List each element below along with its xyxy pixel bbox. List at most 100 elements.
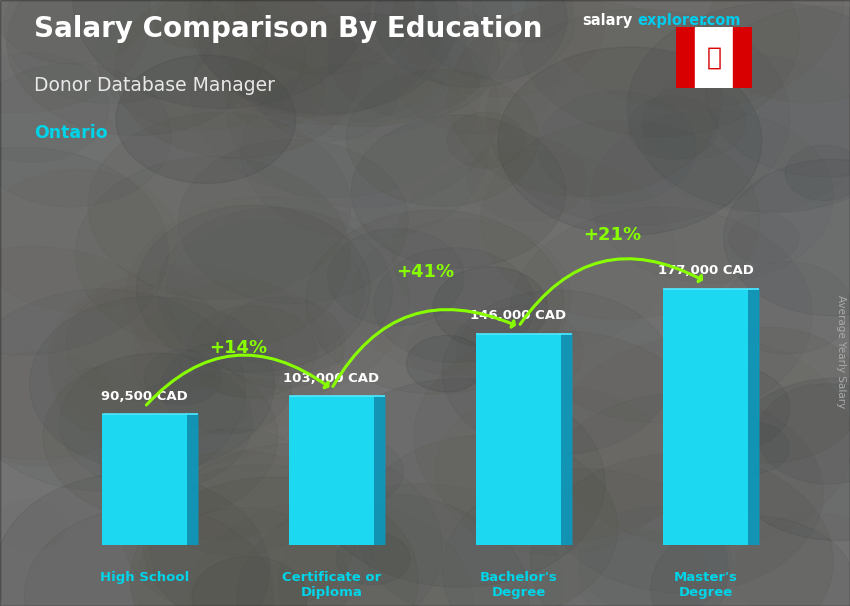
Text: 177,000 CAD: 177,000 CAD — [658, 264, 753, 278]
Bar — [102, 415, 186, 545]
Circle shape — [0, 351, 119, 466]
Bar — [694, 27, 733, 88]
Text: Salary Comparison By Education: Salary Comparison By Education — [34, 15, 542, 43]
Circle shape — [374, 248, 535, 362]
Text: explorer: explorer — [638, 13, 707, 28]
Circle shape — [447, 112, 525, 168]
Circle shape — [628, 96, 717, 159]
Circle shape — [543, 393, 824, 593]
Polygon shape — [748, 289, 759, 545]
Circle shape — [346, 70, 538, 207]
Circle shape — [718, 422, 790, 473]
Bar — [289, 396, 374, 545]
Circle shape — [642, 85, 746, 159]
Bar — [476, 334, 561, 545]
Circle shape — [673, 327, 850, 463]
Circle shape — [417, 0, 575, 79]
Text: +14%: +14% — [209, 339, 267, 358]
Circle shape — [73, 0, 371, 108]
Circle shape — [279, 484, 563, 606]
Bar — [733, 27, 752, 88]
Circle shape — [65, 285, 229, 401]
Circle shape — [456, 307, 583, 397]
Text: Donor Database Manager: Donor Database Manager — [34, 76, 275, 95]
Circle shape — [88, 113, 350, 299]
Circle shape — [197, 0, 439, 116]
Circle shape — [3, 0, 216, 104]
Circle shape — [0, 473, 269, 606]
Circle shape — [0, 64, 172, 207]
Circle shape — [306, 210, 564, 394]
Text: +21%: +21% — [583, 226, 641, 244]
Circle shape — [237, 494, 529, 606]
Text: 🍁: 🍁 — [706, 45, 722, 70]
Circle shape — [136, 205, 371, 372]
Circle shape — [480, 120, 760, 319]
Circle shape — [510, 207, 813, 423]
Circle shape — [146, 428, 325, 556]
Text: +41%: +41% — [396, 262, 454, 281]
Circle shape — [351, 115, 566, 268]
Text: salary: salary — [582, 13, 632, 28]
Circle shape — [375, 0, 567, 87]
Circle shape — [307, 437, 403, 506]
Circle shape — [448, 1, 722, 196]
Circle shape — [157, 208, 393, 376]
Circle shape — [785, 145, 850, 201]
Circle shape — [336, 532, 411, 585]
Text: Master's
Degree: Master's Degree — [673, 571, 738, 599]
Circle shape — [706, 6, 850, 177]
Circle shape — [43, 353, 278, 521]
Circle shape — [651, 516, 850, 606]
Circle shape — [555, 335, 850, 548]
Circle shape — [76, 156, 349, 352]
Circle shape — [722, 262, 850, 354]
Circle shape — [723, 159, 850, 316]
Circle shape — [313, 379, 605, 587]
Circle shape — [122, 451, 356, 606]
Circle shape — [706, 0, 850, 103]
Circle shape — [406, 336, 485, 392]
Polygon shape — [374, 396, 385, 545]
Circle shape — [155, 0, 225, 47]
Circle shape — [192, 556, 307, 606]
Circle shape — [125, 196, 409, 399]
Circle shape — [414, 331, 709, 542]
Text: High School: High School — [100, 571, 189, 584]
Polygon shape — [186, 415, 198, 545]
Text: Average Yearly Salary: Average Yearly Salary — [836, 295, 846, 408]
Circle shape — [724, 378, 850, 541]
Circle shape — [538, 91, 696, 204]
Bar — [663, 289, 748, 545]
Circle shape — [235, 0, 415, 74]
Circle shape — [518, 0, 799, 137]
Circle shape — [144, 350, 221, 405]
Circle shape — [488, 376, 571, 435]
Circle shape — [498, 47, 762, 235]
Circle shape — [435, 385, 673, 554]
Circle shape — [0, 0, 150, 64]
Circle shape — [670, 365, 790, 451]
Circle shape — [357, 435, 618, 606]
Circle shape — [115, 0, 360, 158]
Circle shape — [393, 0, 605, 97]
Polygon shape — [561, 334, 572, 545]
Circle shape — [328, 0, 500, 118]
Circle shape — [224, 56, 325, 127]
Circle shape — [757, 384, 850, 484]
Text: 103,000 CAD: 103,000 CAD — [283, 371, 380, 385]
Circle shape — [162, 341, 291, 434]
Text: .com: .com — [701, 13, 740, 28]
Circle shape — [178, 139, 408, 304]
Circle shape — [217, 297, 345, 388]
Circle shape — [60, 353, 252, 490]
Circle shape — [30, 296, 275, 471]
Circle shape — [486, 8, 790, 225]
Text: Bachelor's
Degree: Bachelor's Degree — [479, 571, 558, 599]
Text: 90,500 CAD: 90,500 CAD — [101, 390, 188, 402]
Circle shape — [538, 0, 843, 109]
Circle shape — [116, 55, 296, 184]
Circle shape — [99, 373, 332, 540]
Circle shape — [0, 289, 246, 491]
Circle shape — [188, 305, 316, 398]
